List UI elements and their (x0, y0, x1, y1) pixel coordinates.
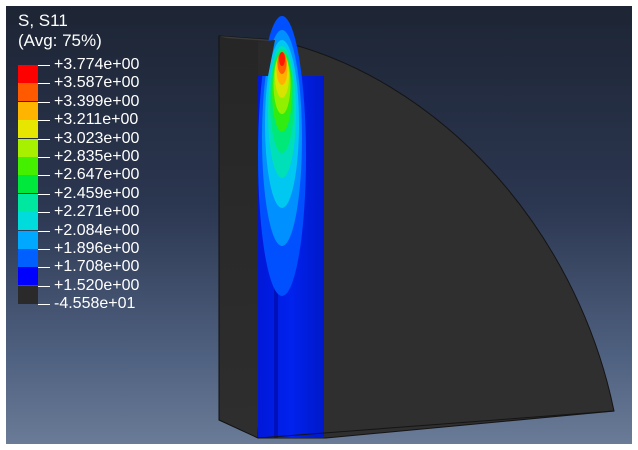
legend-swatch (18, 157, 38, 175)
legend-tick (38, 120, 50, 122)
legend-value: +1.896e+00 (54, 240, 140, 257)
legend-swatch (18, 193, 38, 212)
model-front-face (257, 39, 615, 439)
legend-title: S, S11 (Avg: 75%) (18, 11, 102, 51)
legend-value: +3.023e+00 (54, 129, 140, 147)
model-front-edge (257, 410, 615, 439)
legend-swatch (18, 65, 38, 83)
legend-swatch (18, 267, 38, 286)
legend-value: +3.399e+00 (54, 92, 140, 110)
contour-3587 (279, 52, 285, 66)
legend-tick (38, 267, 50, 269)
legend-value: +1.520e+00 (54, 276, 140, 294)
viewport[interactable]: S, S11 (Avg: 75%) +3.774e+00 +3.587e+00 +3… (6, 6, 632, 444)
legend-value: +2.271e+00 (54, 203, 140, 221)
legend-tick (38, 175, 50, 177)
legend-value: -4.558e+01 (54, 295, 136, 313)
legend-swatch (18, 212, 38, 231)
legend-value: +2.835e+00 (54, 148, 140, 165)
legend-swatch (18, 249, 38, 267)
legend-value: +3.211e+00 (54, 111, 139, 129)
legend-tick (38, 249, 50, 250)
legend-value: +2.647e+00 (54, 166, 140, 184)
legend-title-variable: S, S11 (18, 11, 68, 30)
legend-swatch (18, 175, 38, 194)
contour-band-dark-divider (274, 256, 278, 438)
legend-tick (38, 101, 50, 103)
legend-value: +3.774e+00 (54, 56, 140, 73)
legend-value: +1.708e+00 (54, 258, 140, 276)
legend-swatch (18, 138, 38, 157)
legend-tick (38, 230, 50, 232)
fe-model-quarter-cylinder (218, 16, 615, 439)
legend-title-averaging: (Avg: 75%) (18, 31, 102, 50)
legend-tick (38, 157, 50, 158)
legend-swatch (18, 230, 38, 249)
legend-value: +2.084e+00 (54, 221, 140, 239)
model-top-edge (219, 36, 282, 42)
legend-tick (38, 138, 50, 140)
legend-value: +3.587e+00 (54, 74, 140, 92)
legend-tick (38, 212, 50, 214)
legend-tick (38, 65, 50, 66)
legend-swatch (18, 285, 38, 304)
legend-swatch (18, 101, 38, 120)
legend-tick (38, 83, 50, 85)
legend-swatch (18, 120, 38, 139)
legend-tick (38, 285, 50, 287)
legend-value: +2.459e+00 (54, 184, 140, 202)
legend-swatch (18, 83, 38, 102)
legend-tick (38, 304, 50, 306)
model-edge-shadow (258, 40, 275, 76)
legend-tick (38, 193, 50, 195)
